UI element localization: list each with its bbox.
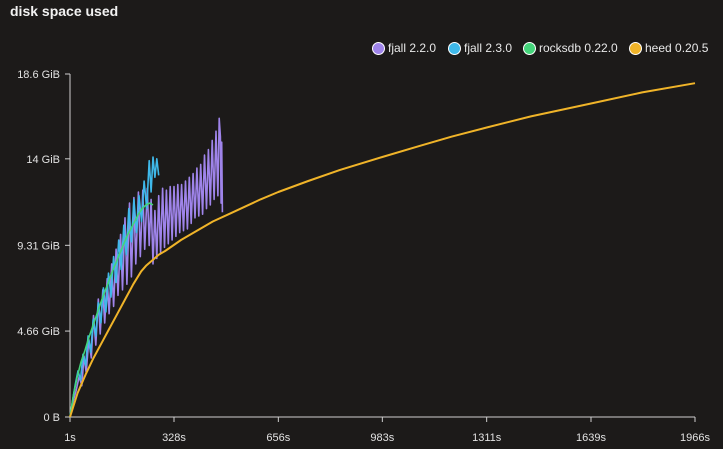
y-tick-label: 0 B xyxy=(43,412,60,424)
y-tick-label: 14 GiB xyxy=(26,154,60,166)
y-tick-label: 4.66 GiB xyxy=(17,326,60,338)
series-line-rocksdb-0-22-0 xyxy=(69,202,154,418)
x-tick-label: 1639s xyxy=(576,432,606,444)
series-line-fjall-2-2-0 xyxy=(69,117,224,418)
legend-swatch-fjall-2-3-0 xyxy=(448,41,461,55)
legend-item-rocksdb-0-22-0[interactable]: rocksdb 0.22.0 xyxy=(523,40,618,56)
chart-title: disk space used xyxy=(10,3,119,19)
series-line-fjall-2-3-0 xyxy=(69,156,160,418)
legend-swatch-rocksdb-0-22-0 xyxy=(523,41,536,55)
series-line-heed-0-20-5 xyxy=(69,82,696,418)
y-tick-label: 9.31 GiB xyxy=(17,240,60,252)
legend-label-fjall-2-2-0: fjall 2.2.0 xyxy=(388,41,437,55)
legend-label-rocksdb-0-22-0: rocksdb 0.22.0 xyxy=(539,41,618,55)
legend-item-fjall-2-2-0[interactable]: fjall 2.2.0 xyxy=(372,40,436,56)
legend-label-fjall-2-3-0: fjall 2.3.0 xyxy=(464,41,513,55)
legend-item-fjall-2-3-0[interactable]: fjall 2.3.0 xyxy=(448,40,512,56)
legend-swatch-heed-0-20-5 xyxy=(629,41,642,55)
x-tick-label: 328s xyxy=(162,432,186,444)
y-tick-label: 18.6 GiB xyxy=(17,69,60,81)
x-tick-label: 983s xyxy=(370,432,394,444)
x-tick-label: 1s xyxy=(64,432,76,444)
legend-label-heed-0-20-5: heed 0.20.5 xyxy=(645,41,709,55)
x-tick-label: 1311s xyxy=(472,432,502,444)
x-tick-label: 1966s xyxy=(680,432,710,444)
legend-swatch-fjall-2-2-0 xyxy=(372,41,385,55)
legend-item-heed-0-20-5[interactable]: heed 0.20.5 xyxy=(629,40,708,56)
x-tick-label: 656s xyxy=(266,432,290,444)
